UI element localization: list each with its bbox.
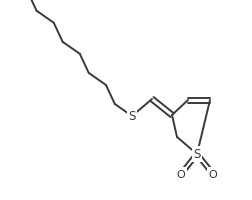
- Text: O: O: [176, 169, 185, 179]
- Text: S: S: [128, 110, 135, 123]
- Text: O: O: [208, 169, 216, 179]
- Text: S: S: [193, 148, 200, 161]
